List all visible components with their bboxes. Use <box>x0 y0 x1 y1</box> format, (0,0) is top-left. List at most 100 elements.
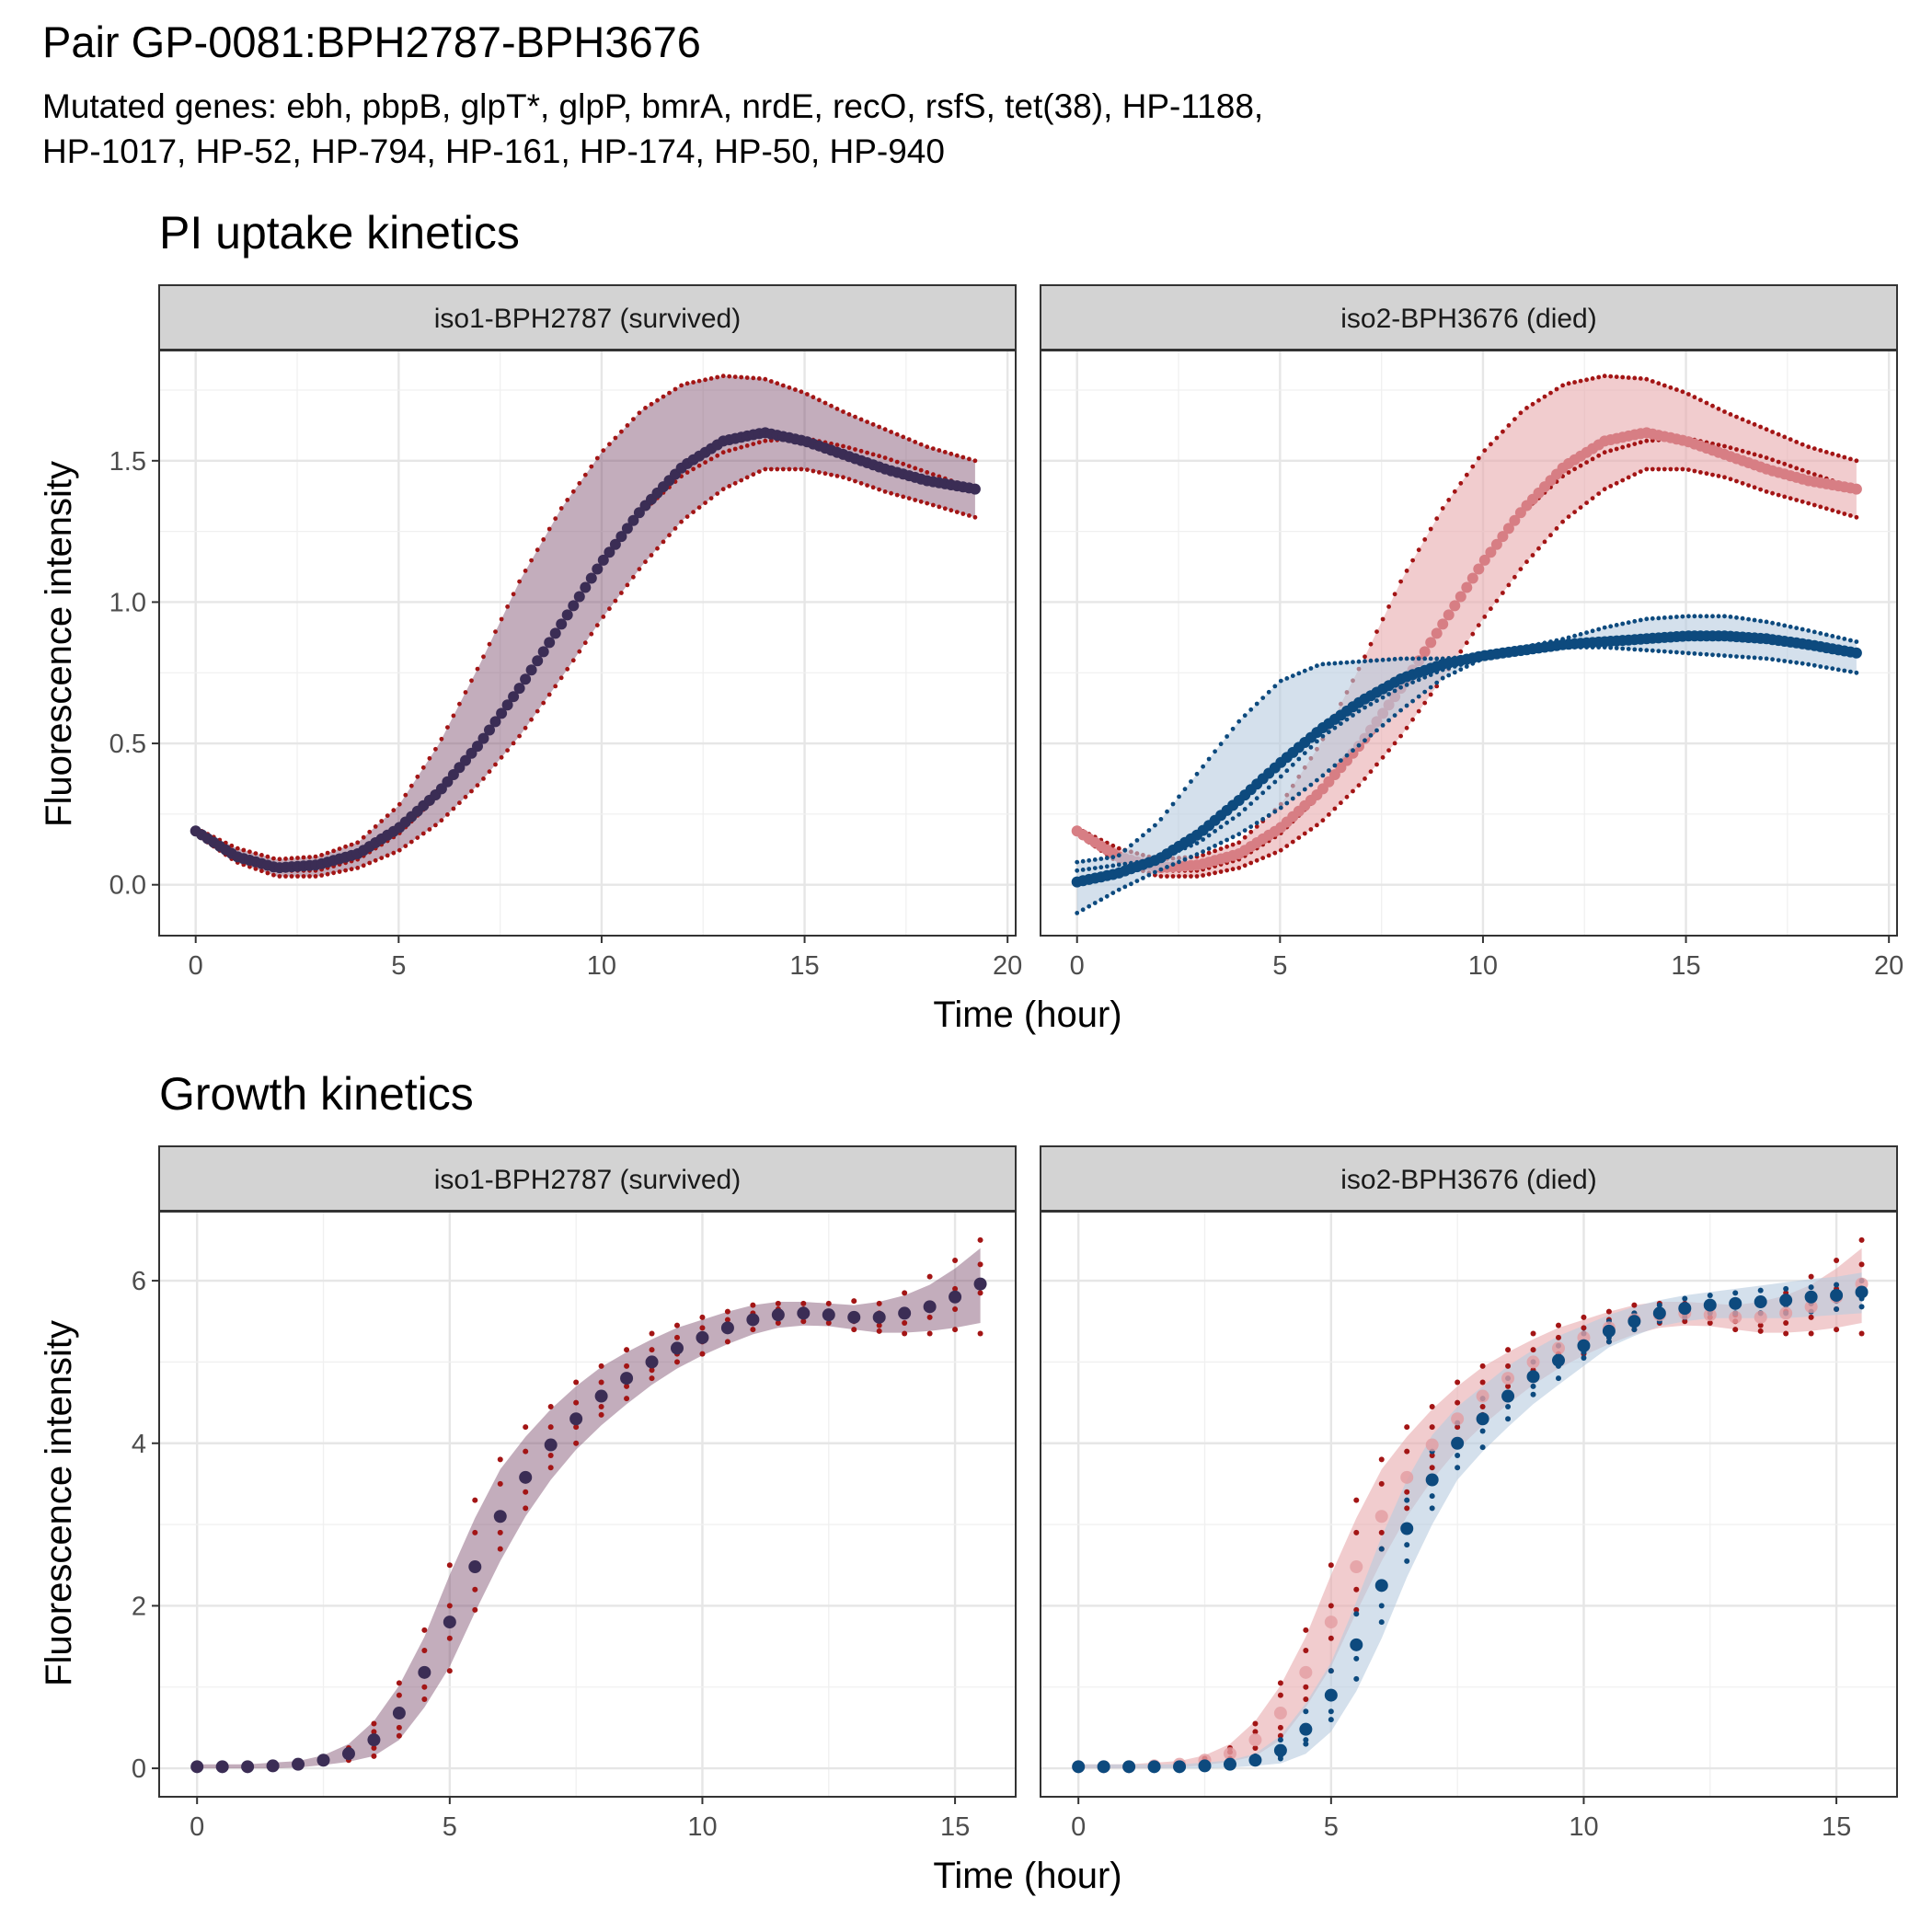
isolate-replicate-point <box>1344 717 1350 722</box>
reference-replicate-point <box>427 827 432 832</box>
isolate-replicate-point <box>1218 840 1224 845</box>
isolate-replicate-point <box>1818 664 1823 669</box>
isolate-mean-point <box>569 1412 583 1426</box>
isolate-replicate-point <box>1368 658 1374 663</box>
reference-replicate-point <box>371 1745 377 1751</box>
reference-replicate-point <box>385 853 390 858</box>
reference-replicate-point <box>1770 430 1775 434</box>
reference-replicate-point <box>825 1300 832 1306</box>
isolate-replicate-point <box>1278 678 1283 684</box>
reference-replicate-point <box>1429 1424 1435 1431</box>
reference-replicate-point <box>1455 1424 1461 1431</box>
isolate-replicate-point <box>1087 903 1092 909</box>
reference-replicate-point <box>708 456 714 462</box>
reference-replicate-point <box>952 1258 959 1263</box>
reference-replicate-point <box>371 1753 377 1759</box>
isolate-replicate-point <box>1800 661 1805 666</box>
reference-replicate-point <box>472 1529 478 1535</box>
isolate-replicate-point <box>1740 654 1745 660</box>
x-tick-label: 0 <box>190 1812 204 1842</box>
reference-replicate-point <box>1290 839 1295 845</box>
reference-replicate-point <box>1506 582 1512 588</box>
isolate-replicate-point <box>1455 1453 1461 1458</box>
reference-replicate-point <box>403 792 408 798</box>
reference-replicate-point <box>858 417 864 422</box>
facet-strip <box>1040 284 1898 351</box>
reference-replicate-point <box>523 569 528 573</box>
isolate-mean-point <box>797 1306 811 1320</box>
reference-replicate-point <box>1213 870 1217 876</box>
reference-ribbon <box>195 375 975 877</box>
reference-replicate-point <box>1303 1696 1309 1702</box>
isolate-replicate-point <box>1434 680 1440 685</box>
reference-replicate-point <box>1854 458 1859 464</box>
reference-replicate-point <box>667 533 672 538</box>
reference-replicate-point <box>1464 640 1469 646</box>
reference-replicate-point <box>1823 450 1829 454</box>
reference-replicate-point <box>289 856 294 861</box>
reference-replicate-point <box>1794 498 1800 502</box>
isolate-mean-point <box>969 483 981 495</box>
isolate-mean-point <box>501 699 513 711</box>
reference-replicate-point <box>505 748 510 753</box>
reference-replicate-point <box>930 472 936 477</box>
isolate-replicate-point <box>1602 625 1607 630</box>
reference-replicate-point <box>313 874 318 879</box>
isolate-replicate-point <box>1686 614 1691 619</box>
reference-replicate-point <box>1182 874 1188 879</box>
reference-replicate-point <box>1489 442 1493 447</box>
isolate-mean-point <box>1097 1760 1110 1774</box>
reference-replicate-point <box>649 1347 655 1353</box>
reference-mean-point <box>1223 1747 1236 1761</box>
reference-replicate-point <box>1194 874 1200 879</box>
reference-replicate-point <box>1710 403 1715 408</box>
reference-replicate-point <box>1368 769 1374 775</box>
reference-replicate-point <box>937 448 942 453</box>
reference-replicate-point <box>1378 1529 1385 1535</box>
reference-replicate-point <box>643 406 648 410</box>
reference-replicate-point <box>499 754 504 760</box>
reference-replicate-point <box>1530 1347 1536 1353</box>
isolate-replicate-point <box>1092 901 1098 905</box>
isolate-replicate-point <box>1353 1675 1360 1682</box>
reference-replicate-point <box>307 855 312 859</box>
reference-replicate-point <box>739 374 744 380</box>
isolate-replicate-point <box>1572 633 1577 638</box>
isolate-replicate-point <box>1339 721 1343 726</box>
reference-mean-point <box>1374 1510 1388 1524</box>
reference-replicate-point <box>799 389 804 395</box>
isolate-mean-point <box>1551 1353 1565 1367</box>
isolate-mean-point <box>1324 1688 1338 1702</box>
reference-replicate-point <box>1710 441 1715 446</box>
reference-replicate-point <box>1380 754 1386 760</box>
reference-replicate-point <box>1554 526 1559 531</box>
reference-replicate-point <box>577 480 582 486</box>
reference-replicate-point <box>1782 494 1788 500</box>
isolate-mean-point <box>1850 647 1862 659</box>
reference-replicate-point <box>631 417 636 421</box>
reference-replicate-point <box>408 839 414 845</box>
reference-replicate-point <box>565 498 570 502</box>
isolate-mean-point <box>597 554 609 566</box>
reference-replicate-point <box>1566 514 1571 519</box>
isolate-replicate-point <box>1806 628 1811 633</box>
isolate-mean-point <box>418 1665 431 1679</box>
isolate-replicate-point <box>1752 617 1757 623</box>
reference-mean-point <box>1804 1300 1818 1314</box>
reference-replicate-point <box>1776 492 1781 498</box>
reference-replicate-point <box>1680 389 1685 395</box>
reference-replicate-point <box>371 1729 377 1735</box>
isolate-replicate-point <box>1776 658 1781 662</box>
isolate-replicate-point <box>1303 1741 1309 1747</box>
reference-replicate-point <box>1429 1404 1435 1409</box>
isolate-replicate-point <box>1823 665 1829 670</box>
isolate-mean-point <box>549 627 561 639</box>
isolate-replicate-point <box>1351 660 1355 664</box>
reference-replicate-point <box>1422 700 1428 706</box>
reference-replicate-point <box>367 829 373 834</box>
isolate-replicate-point <box>1794 626 1800 630</box>
reference-replicate-point <box>918 442 924 447</box>
reference-replicate-point <box>1632 472 1638 477</box>
reference-replicate-point <box>1858 1330 1865 1337</box>
